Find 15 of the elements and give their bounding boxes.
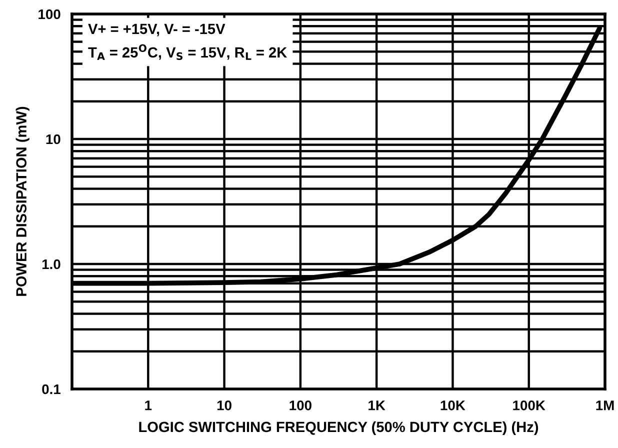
y-tick-label: 100 (38, 9, 60, 20)
x-tick-label: 1M (596, 400, 614, 410)
x-tick-label: 1K (368, 400, 386, 410)
x-axis-title: LOGIC SWITCHING FREQUENCY (50% DUTY CYCLE) (Hz) (139, 421, 538, 435)
y-axis-title: POWER DISSIPATION (mW) (16, 106, 30, 296)
x-tick-label: 10K (440, 400, 466, 410)
y-tick-label: 10 (46, 134, 60, 144)
x-tick-label: 10 (217, 400, 232, 410)
x-tick-label: 1 (145, 400, 152, 410)
annotation: V+ = +15V, V- = -15V (88, 24, 226, 36)
y-tick-label: 1.0 (42, 259, 60, 270)
x-tick-label: 100 (290, 400, 312, 410)
text: T$_{A}$ = 25$^{O}$C, V$_{S}$ = 15V, R$_{L}$ = 2K (88, 44, 288, 60)
y-tick-label: 0.1 (42, 384, 61, 394)
x-tick-label: 100K (513, 400, 546, 410)
